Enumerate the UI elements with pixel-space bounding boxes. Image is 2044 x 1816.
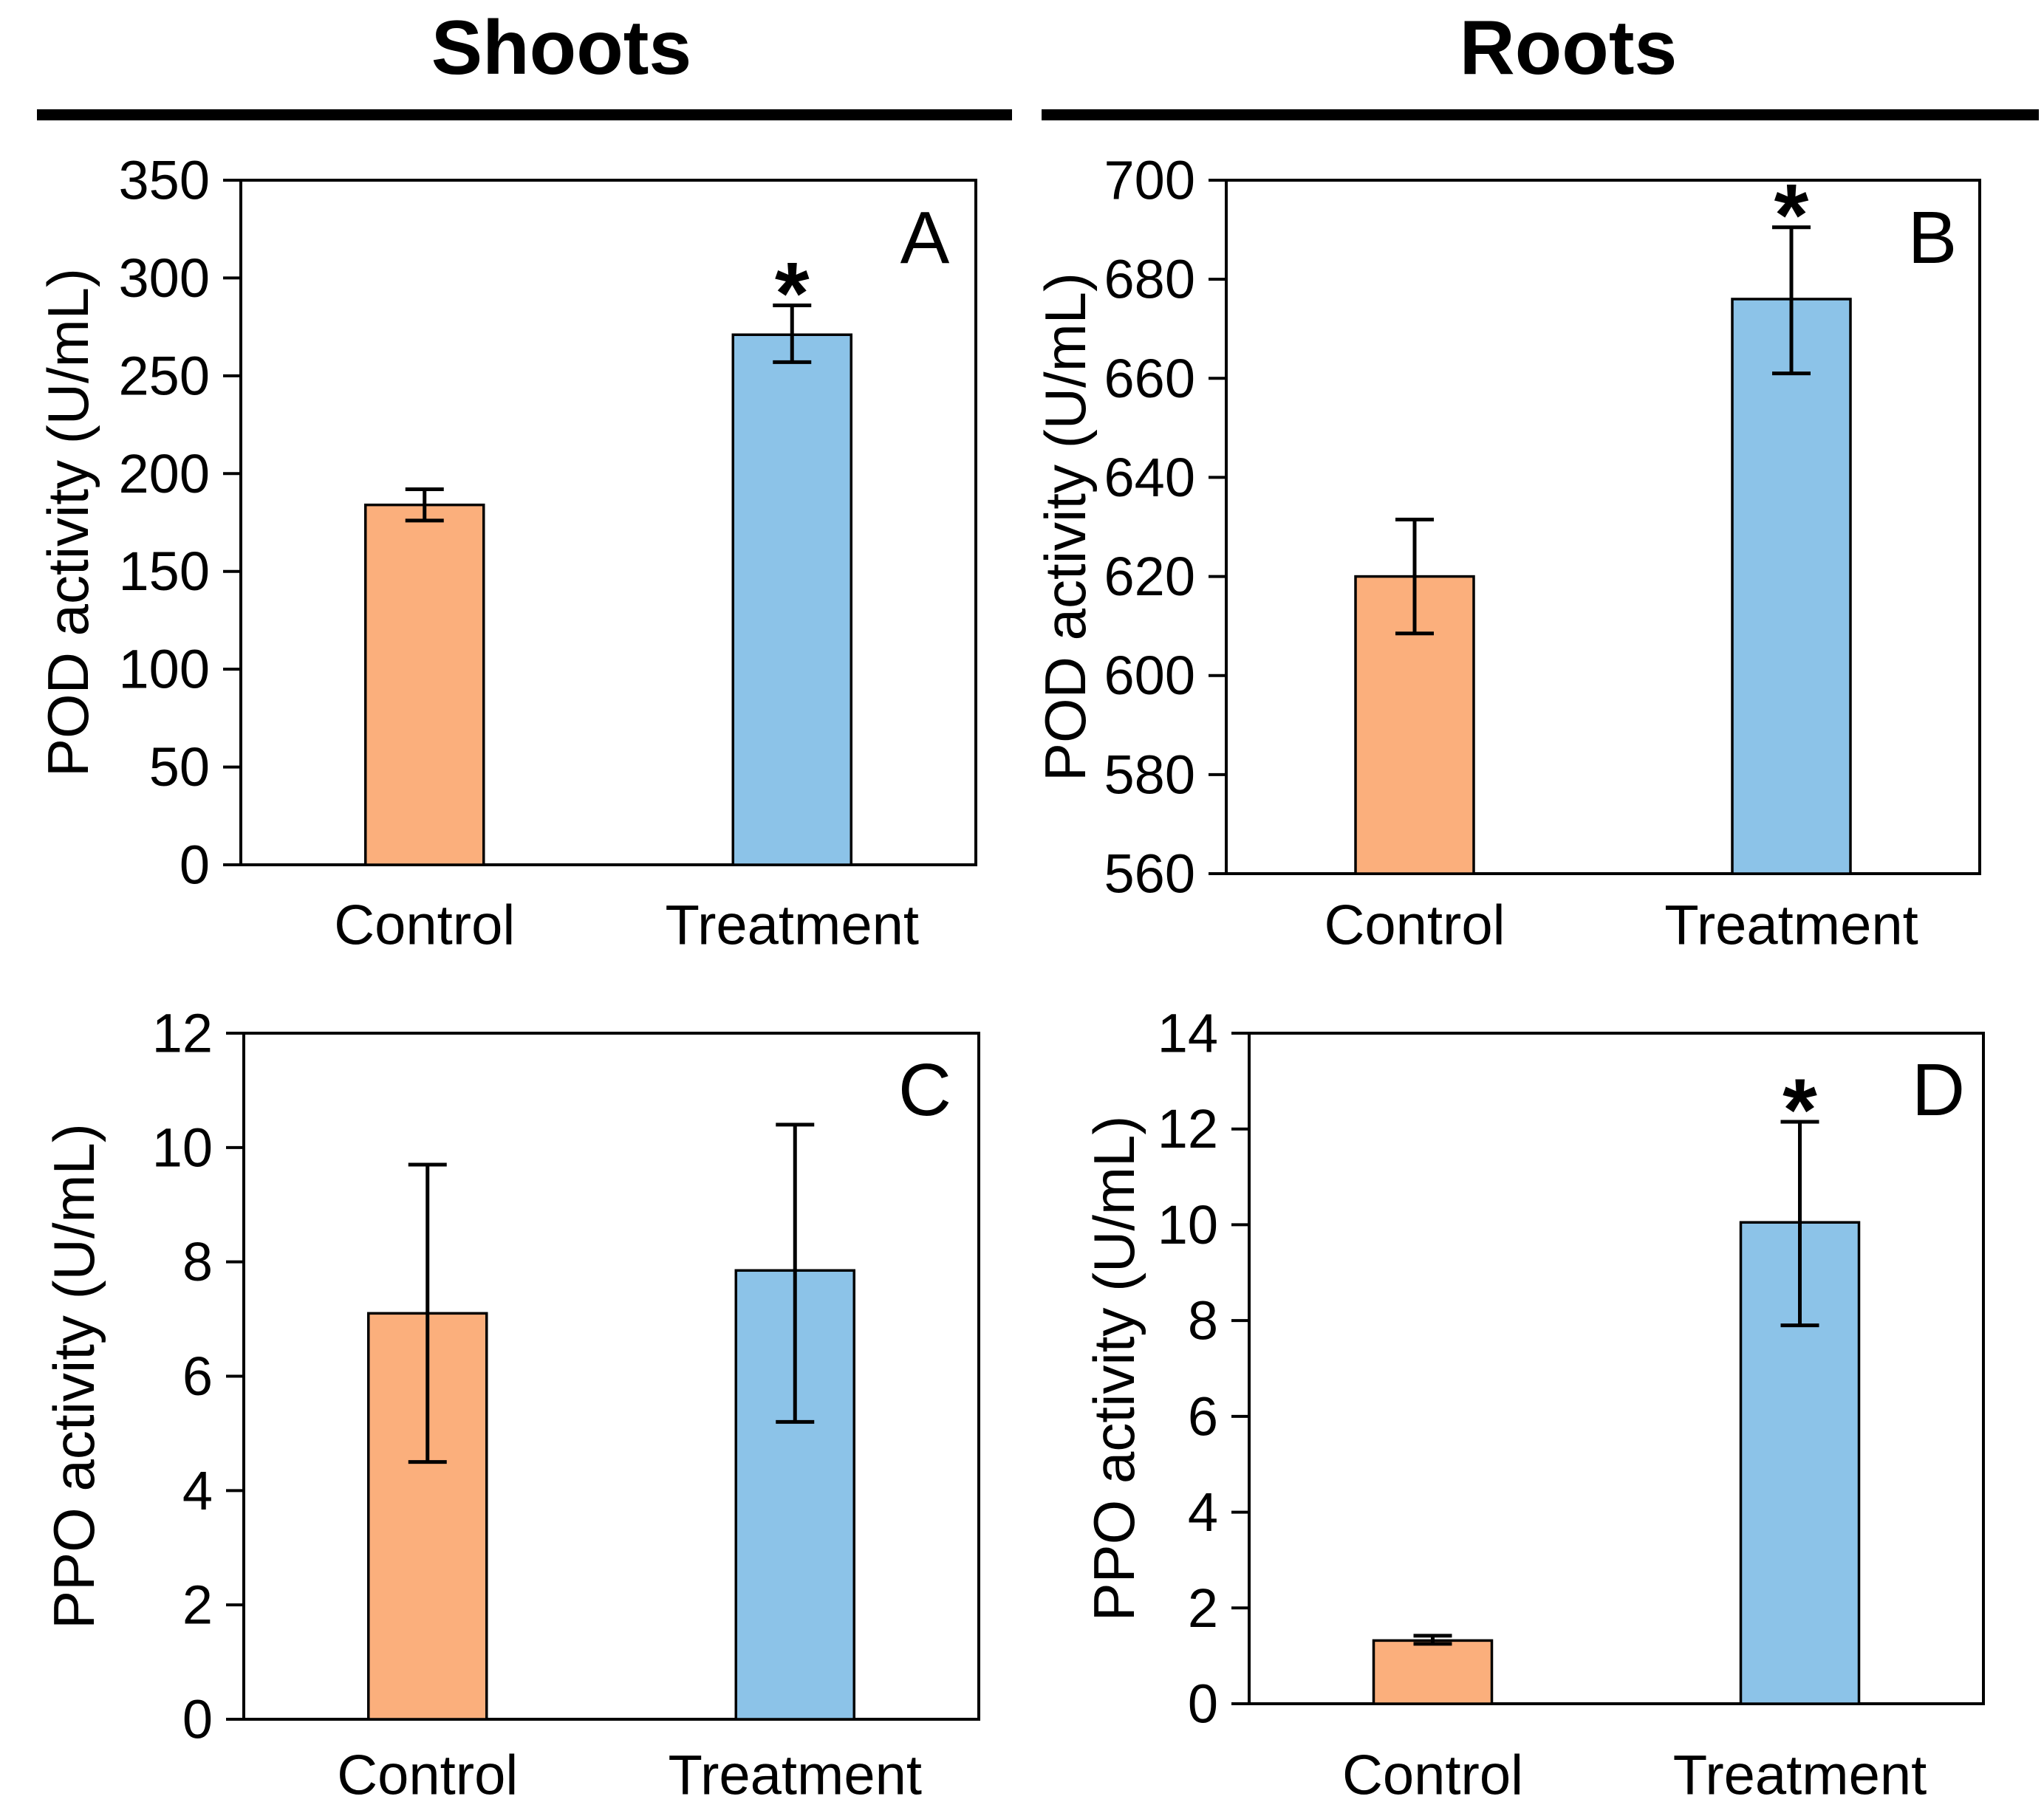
y-tick-label: 4 <box>182 1460 213 1521</box>
panel-A: 0 50 100 150 200 250 300 350 POD activity (U/mL)… <box>35 150 977 957</box>
category-label: Control <box>337 1744 518 1807</box>
y-tick-label: 4 <box>1188 1481 1218 1543</box>
bar-treatment-B <box>1731 298 1852 875</box>
y-tick-label: 0 <box>180 835 210 896</box>
y-tick-label: 560 <box>1104 843 1195 905</box>
y-tick-label: 680 <box>1104 249 1195 310</box>
panel-letter-D: D <box>1912 1049 1965 1131</box>
y-tick-label: 0 <box>1188 1673 1218 1735</box>
panel-C: 0 2 4 6 8 10 12 PPO activity (U/mL) Control Treat… <box>41 1003 980 1807</box>
bar-control-A <box>364 503 485 866</box>
y-tick-label: 660 <box>1104 348 1195 409</box>
plot-box-C <box>242 1032 980 1721</box>
y-tick-label: 640 <box>1104 447 1195 508</box>
header-rule-roots <box>1042 109 2039 120</box>
y-tick-label: 300 <box>119 247 210 309</box>
y-tick-label: 580 <box>1104 744 1195 805</box>
y-tick-label: 0 <box>182 1689 213 1750</box>
y-tick-label: 10 <box>1158 1194 1218 1255</box>
y-tick-label: 8 <box>1188 1290 1218 1351</box>
significance-asterisk: * <box>1774 166 1809 265</box>
y-tick-label: 350 <box>119 150 210 211</box>
y-tick-label: 600 <box>1104 645 1195 706</box>
y-tick-label: 8 <box>182 1231 213 1292</box>
plot-box-D <box>1248 1032 1985 1705</box>
y-tick-label: 100 <box>119 639 210 700</box>
column-header-shoots: Shoots <box>431 5 692 91</box>
y-tick-label: 6 <box>1188 1385 1218 1447</box>
y-tick-label: 620 <box>1104 546 1195 607</box>
bar-control-D <box>1372 1639 1494 1705</box>
category-label: Treatment <box>665 894 919 957</box>
category-label: Control <box>1342 1744 1523 1807</box>
y-tick-label: 200 <box>119 443 210 504</box>
y-tick-label: 250 <box>119 345 210 406</box>
header-rule-shoots <box>37 109 1012 120</box>
y-axis-label: PPO activity (U/mL) <box>41 1123 106 1629</box>
y-tick-label: 2 <box>1188 1577 1218 1639</box>
significance-asterisk: * <box>1782 1061 1817 1159</box>
column-header-roots: Roots <box>1459 5 1678 91</box>
category-label: Control <box>1325 894 1505 957</box>
panel-letter-C: C <box>898 1049 951 1131</box>
category-label: Treatment <box>1664 894 1918 957</box>
category-label: Treatment <box>1673 1744 1927 1807</box>
y-axis-label: PPO activity (U/mL) <box>1081 1116 1146 1622</box>
category-label: Treatment <box>668 1744 922 1807</box>
y-tick-label: 14 <box>1158 1003 1218 1064</box>
y-tick-label: 6 <box>182 1346 213 1407</box>
plot-box-B <box>1225 179 1981 875</box>
y-tick-label: 12 <box>152 1003 213 1064</box>
plot-box-A <box>239 179 977 866</box>
panel-letter-A: A <box>900 196 950 279</box>
y-tick-label: 50 <box>149 736 210 798</box>
y-tick-label: 12 <box>1158 1098 1218 1159</box>
category-label: Control <box>334 894 515 957</box>
y-tick-label: 700 <box>1104 150 1195 211</box>
y-axis-label: POD activity (U/mL) <box>1033 273 1098 781</box>
y-axis-label: POD activity (U/mL) <box>35 268 100 777</box>
y-tick-label: 2 <box>182 1575 213 1636</box>
panel-letter-B: B <box>1908 196 1958 279</box>
y-tick-label: 150 <box>119 541 210 602</box>
y-tick-label: 10 <box>152 1117 213 1178</box>
panel-B: 560 580 600 620 640 660 680 700 POD activity (U/… <box>1033 150 1981 957</box>
bar-treatment-A <box>731 333 852 866</box>
significance-asterisk: * <box>775 244 810 343</box>
